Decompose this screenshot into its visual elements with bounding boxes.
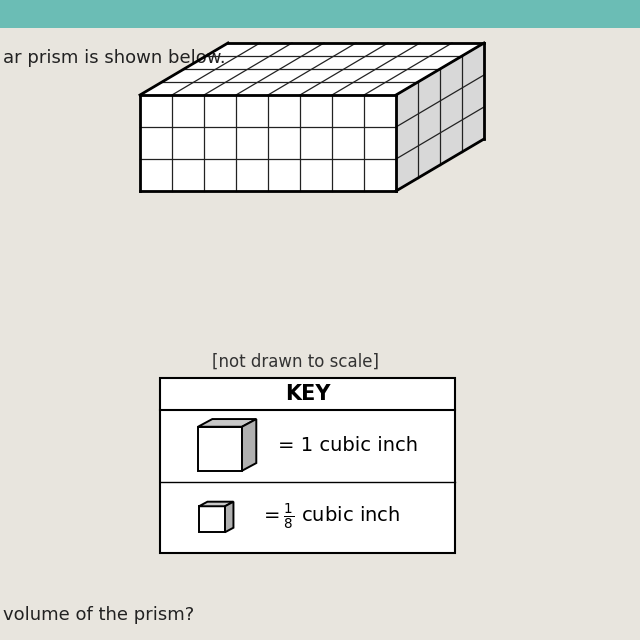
Polygon shape: [140, 95, 396, 191]
Polygon shape: [199, 506, 225, 532]
Text: [not drawn to scale]: [not drawn to scale]: [211, 353, 378, 371]
Text: volume of the prism?: volume of the prism?: [3, 606, 195, 624]
Text: $= \frac{1}{8}$ cubic inch: $= \frac{1}{8}$ cubic inch: [260, 502, 400, 532]
FancyBboxPatch shape: [0, 0, 640, 28]
Text: = 1 cubic inch: = 1 cubic inch: [278, 436, 418, 455]
Polygon shape: [198, 427, 242, 471]
Polygon shape: [198, 419, 256, 427]
Text: KEY: KEY: [285, 384, 330, 404]
Polygon shape: [242, 419, 256, 471]
Polygon shape: [199, 502, 234, 506]
FancyBboxPatch shape: [160, 378, 455, 553]
Polygon shape: [140, 43, 484, 95]
Polygon shape: [396, 43, 484, 191]
Text: ar prism is shown below.: ar prism is shown below.: [3, 49, 226, 67]
Polygon shape: [225, 502, 234, 532]
